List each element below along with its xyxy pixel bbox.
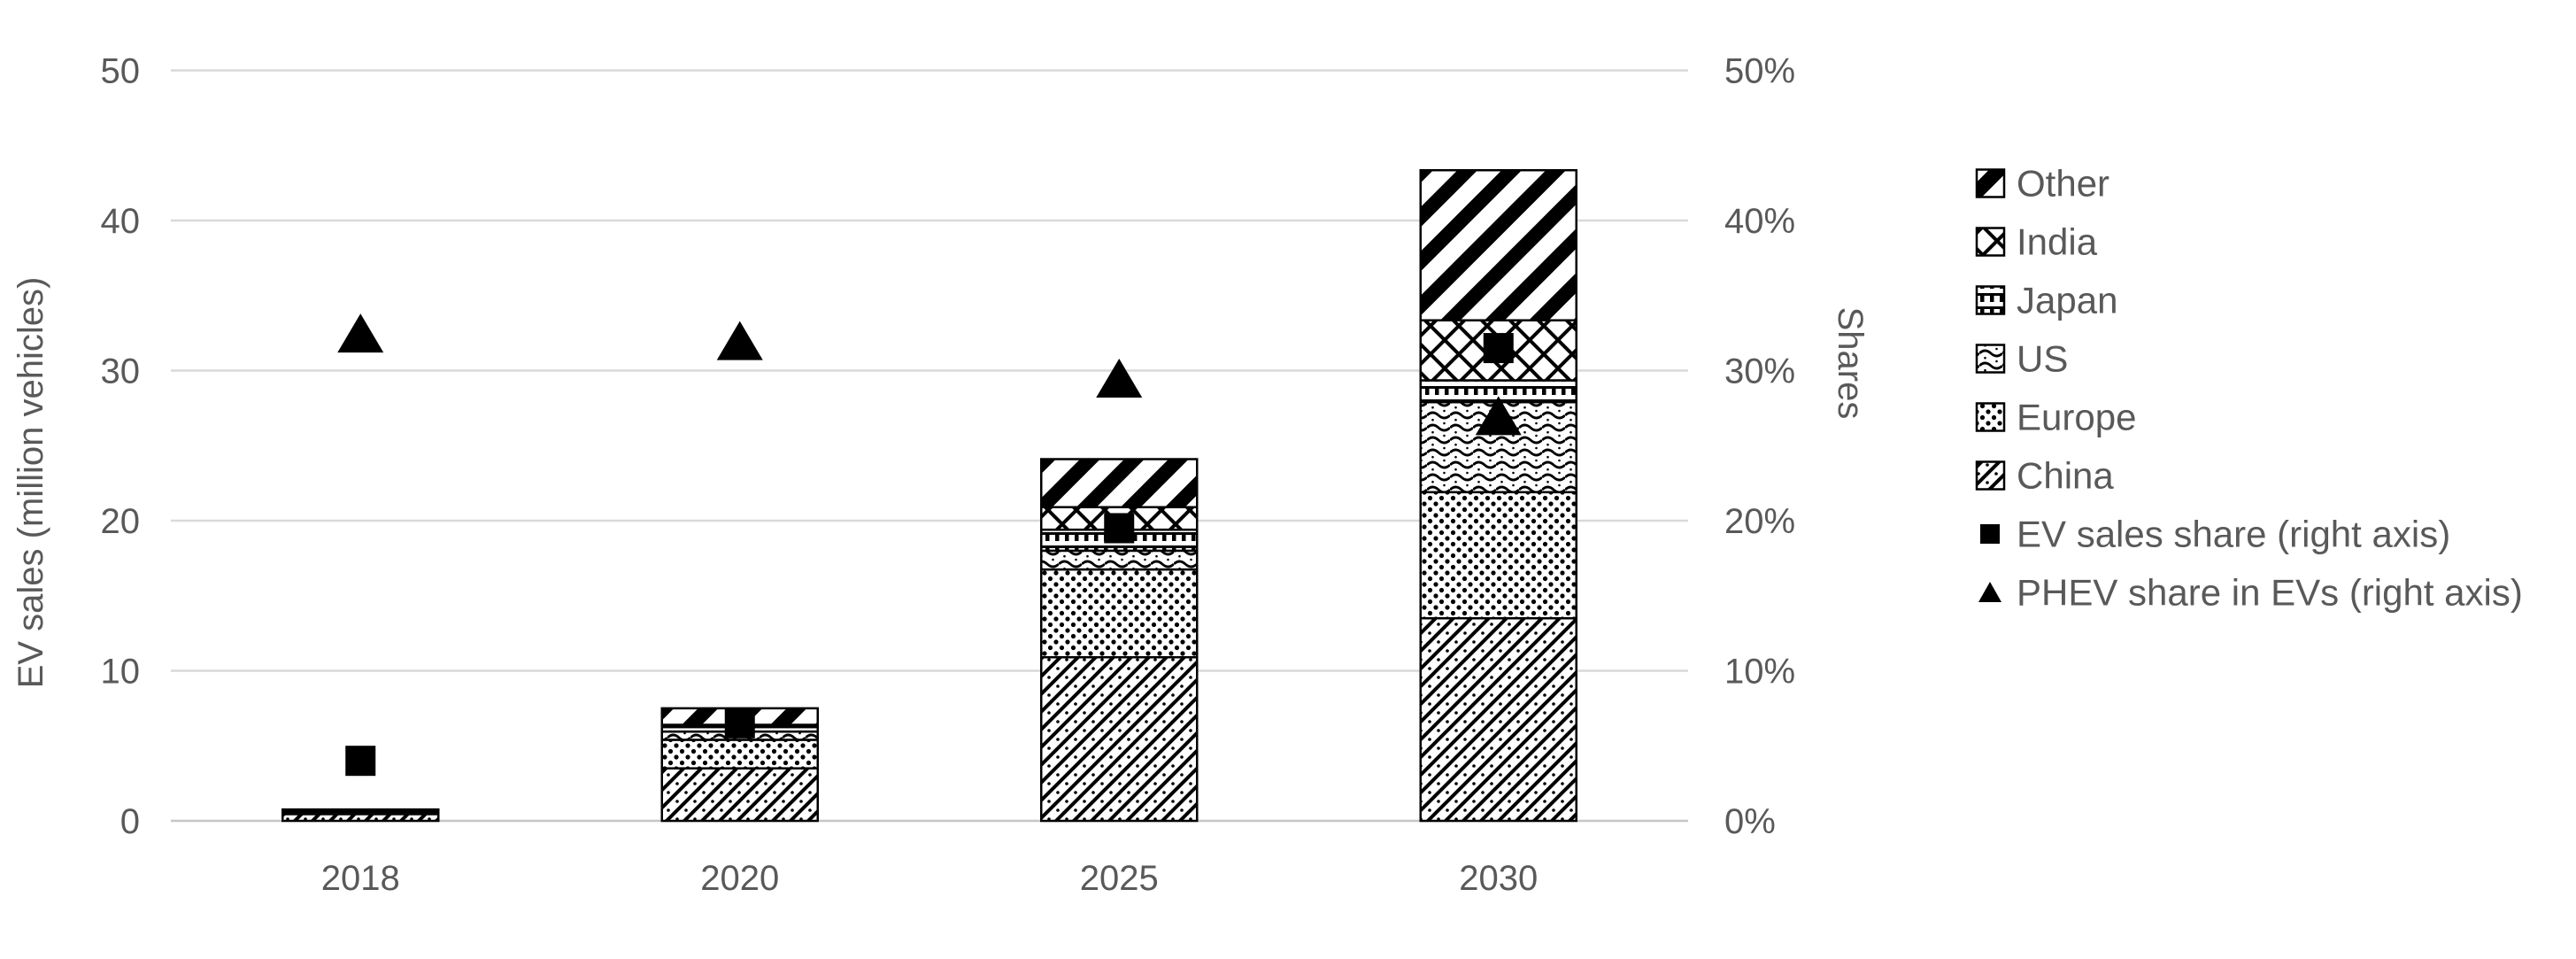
legend-item-china: China	[1975, 455, 2114, 497]
marker-triangle-2025	[1096, 358, 1143, 398]
legend-label: China	[2017, 455, 2114, 497]
bar-segment-us-2025	[1040, 549, 1199, 571]
x-axis-category-label: 2018	[321, 859, 400, 898]
marker-square-2025	[1104, 513, 1135, 544]
legend-swatch-china-pattern	[1975, 460, 2006, 491]
legend-item-japan: Japan	[1975, 280, 2117, 321]
left-axis-tick-label: 20	[101, 502, 141, 541]
bar-segment-china-2030	[1419, 616, 1577, 823]
legend-swatch-other-pattern	[1975, 168, 2006, 198]
right-axis-tick-label: 20%	[1724, 502, 1795, 541]
legend-triangle-marker-icon	[1978, 582, 2001, 602]
chart-legend: Other India Japan US Europe China EV sales sha…	[1975, 163, 2523, 614]
legend-label: Japan	[2017, 280, 2117, 321]
left-axis-tick-label: 0	[120, 802, 140, 841]
legend-swatch-us-pattern	[1975, 344, 2006, 374]
right-axis-tick-label: 50%	[1724, 52, 1795, 91]
legend-label: India	[2017, 221, 2098, 263]
bar-segment-other-2025	[1040, 458, 1199, 508]
bar-segment-europe-2025	[1040, 568, 1199, 659]
marker-triangle-2018	[337, 313, 384, 353]
right-axis-title: Shares	[1831, 307, 1870, 420]
bar-segment-china-2020	[660, 767, 819, 823]
scatter-markers	[337, 313, 1522, 777]
legend-swatch-europe-pattern	[1975, 402, 2006, 432]
legend-label: US	[2017, 338, 2068, 380]
x-axis-category-label: 2020	[700, 859, 779, 898]
bar-segment-china-2025	[1040, 655, 1199, 823]
legend-square-marker-icon	[1980, 524, 2000, 544]
right-axis-tick-label: 0%	[1724, 802, 1776, 841]
legend-item-india: India	[1975, 221, 2098, 263]
marker-triangle-2020	[716, 321, 763, 360]
legend-label: PHEV share in EVs (right axis)	[2017, 572, 2523, 614]
left-axis-tick-label: 30	[101, 352, 141, 391]
right-axis-tick-label: 30%	[1724, 352, 1795, 391]
x-axis-category-label: 2025	[1080, 859, 1159, 898]
x-axis-category-label: 2030	[1459, 859, 1538, 898]
bar-2025	[1040, 458, 1199, 823]
legend-label: EV sales share (right axis)	[2017, 514, 2450, 555]
legend-item-us: US	[1975, 338, 2068, 380]
marker-triangle-2030	[1475, 396, 1522, 436]
legend-item-other: Other	[1975, 163, 2109, 205]
marker-square-2030	[1483, 333, 1514, 364]
legend-label: Europe	[2017, 397, 2136, 438]
left-axis-tick-label: 50	[101, 52, 141, 91]
legend-item-phev-share-in-evs-right-axis-: PHEV share in EVs (right axis)	[1978, 572, 2523, 614]
stacked-bars	[282, 168, 1577, 823]
left-axis-title: EV sales (million vehicles)	[12, 277, 50, 689]
legend-swatch-japan-pattern	[1975, 285, 2006, 315]
legend-item-europe: Europe	[1975, 397, 2136, 438]
bar-segment-europe-2030	[1419, 491, 1577, 620]
legend-item-ev-sales-share-right-axis-: EV sales share (right axis)	[1980, 514, 2450, 555]
right-axis-tick-label: 10%	[1724, 653, 1795, 692]
left-axis-tick-label: 10	[101, 653, 141, 692]
bar-2018	[282, 808, 440, 823]
bar-segment-other-2018	[282, 808, 440, 811]
legend-label: Other	[2017, 163, 2109, 205]
legend-swatch-india-pattern	[1975, 227, 2006, 257]
marker-square-2018	[345, 746, 376, 777]
bar-segment-other-2030	[1419, 168, 1577, 321]
right-axis-tick-label: 40%	[1724, 202, 1795, 241]
bar-2030	[1419, 168, 1577, 823]
bar-segment-europe-2020	[660, 739, 819, 770]
marker-square-2020	[724, 708, 755, 739]
left-axis-tick-label: 40	[101, 202, 141, 241]
